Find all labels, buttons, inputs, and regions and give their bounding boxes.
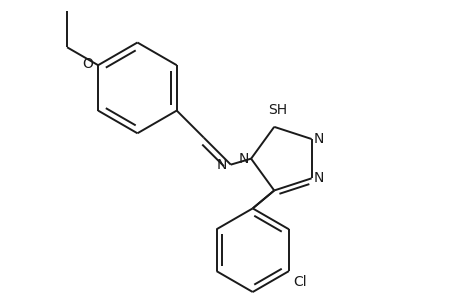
Text: N: N: [238, 152, 248, 166]
Text: O: O: [82, 57, 93, 71]
Text: N: N: [313, 171, 324, 185]
Text: SH: SH: [268, 103, 287, 117]
Text: N: N: [216, 158, 227, 172]
Text: N: N: [313, 132, 324, 146]
Text: Cl: Cl: [293, 275, 307, 289]
